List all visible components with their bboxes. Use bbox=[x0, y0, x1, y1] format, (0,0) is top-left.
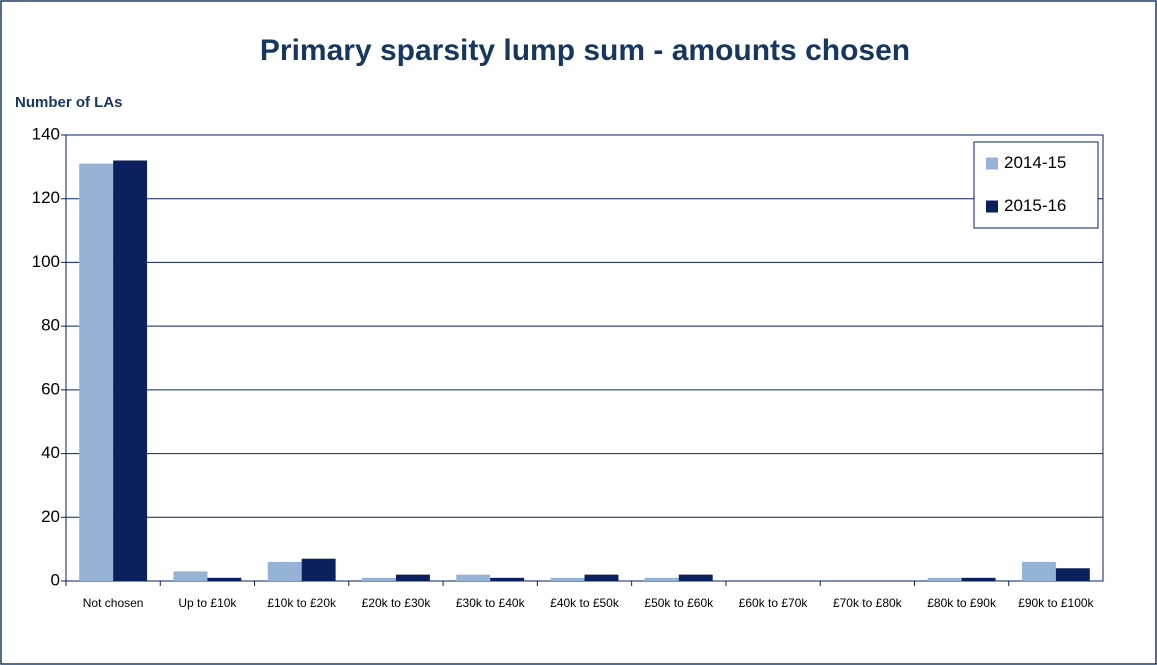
legend-label: 2015-16 bbox=[1004, 196, 1066, 215]
x-tick-label: £70k to £80k bbox=[832, 596, 902, 610]
x-tick-label: Not chosen bbox=[82, 596, 144, 610]
y-tick-label: 60 bbox=[41, 379, 60, 398]
bar bbox=[678, 574, 713, 581]
bar bbox=[301, 558, 336, 581]
y-tick-label: 140 bbox=[32, 124, 60, 143]
bar bbox=[362, 577, 396, 581]
bar bbox=[207, 577, 242, 581]
bar bbox=[267, 561, 302, 581]
x-tick-label: £30k to £40k bbox=[455, 596, 525, 610]
y-tick-label: 0 bbox=[51, 570, 60, 589]
bar bbox=[644, 577, 679, 581]
bar bbox=[173, 571, 208, 581]
x-tick-label: £50k to £60k bbox=[644, 596, 714, 610]
bar bbox=[79, 163, 114, 581]
y-tick-label: 40 bbox=[41, 443, 60, 462]
y-tick-label: 80 bbox=[41, 316, 60, 335]
bar bbox=[1021, 561, 1056, 581]
x-tick-label: Up to £10k bbox=[178, 596, 237, 610]
chart-title: Primary sparsity lump sum - amounts chos… bbox=[260, 34, 910, 67]
x-tick-label: £80k to £90k bbox=[927, 596, 996, 610]
legend-box bbox=[973, 141, 1099, 229]
y-tick-label: 120 bbox=[32, 188, 60, 207]
y-tick-label: 20 bbox=[41, 507, 60, 526]
legend-swatch bbox=[986, 157, 998, 170]
bar bbox=[584, 574, 619, 581]
bar bbox=[961, 577, 996, 581]
bar bbox=[113, 160, 148, 581]
bar bbox=[456, 574, 491, 581]
y-axis-label: Number of LAs bbox=[15, 94, 123, 111]
x-tick-label: £10k to £20k bbox=[267, 596, 337, 610]
x-tick-label: £20k to £30k bbox=[361, 596, 431, 610]
bar bbox=[1055, 568, 1090, 581]
legend-swatch bbox=[986, 200, 998, 213]
x-tick-label: £60k to £70k bbox=[738, 596, 808, 610]
bar bbox=[395, 574, 430, 581]
bar bbox=[927, 577, 962, 581]
y-tick-label: 100 bbox=[32, 252, 60, 271]
bar bbox=[550, 577, 585, 581]
x-tick-label: £90k to £100k bbox=[1018, 596, 1094, 610]
legend-label: 2014-15 bbox=[1004, 153, 1066, 172]
bar bbox=[490, 577, 525, 581]
x-tick-label: £40k to £50k bbox=[550, 596, 619, 610]
